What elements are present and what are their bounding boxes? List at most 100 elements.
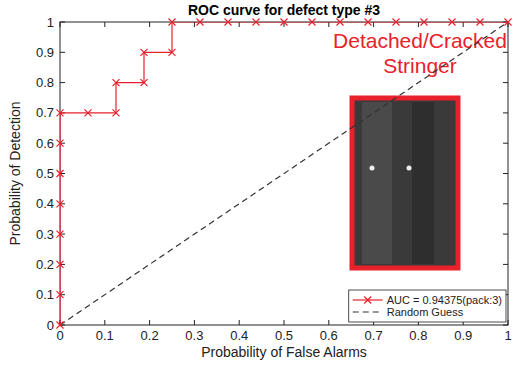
x-tick: [239, 320, 240, 325]
inset-shade: [412, 102, 434, 264]
marker: [309, 19, 316, 26]
marker: [169, 49, 176, 56]
y-tick-label: 0.4: [36, 196, 54, 211]
y-tick: [503, 173, 508, 174]
x-tick: [463, 22, 464, 27]
x-tick: [104, 22, 105, 27]
marker: [365, 19, 372, 26]
x-tick: [328, 22, 329, 27]
x-tick-label: 0.3: [185, 328, 203, 343]
x-axis-label: Probability of False Alarms: [201, 344, 367, 360]
x-tick: [149, 22, 150, 27]
x-tick-label: 1: [504, 328, 511, 343]
inset-frame: [352, 98, 458, 268]
plot-frame: [60, 22, 508, 325]
annotation-line: Detached/Cracked: [333, 29, 507, 52]
marker: [85, 109, 92, 116]
x-tick: [328, 320, 329, 325]
marker: [421, 19, 428, 26]
x-tick-label: 0.2: [141, 328, 159, 343]
x-tick-label: 0.7: [365, 328, 383, 343]
marker: [57, 322, 64, 329]
marker: [57, 170, 64, 177]
series-line: [60, 22, 508, 325]
x-tick: [239, 22, 240, 27]
y-tick: [503, 264, 508, 265]
x-tick-label: 0.4: [230, 328, 248, 343]
lines: [60, 22, 508, 325]
legend-swatch: [353, 311, 383, 312]
x-tick-label: 0.9: [454, 328, 472, 343]
legend: AUC = 0.94375(pack:3)Random Guess: [349, 290, 506, 322]
marker: [57, 231, 64, 238]
markers: [57, 19, 512, 329]
title: ROC curve for defect type #3: [188, 2, 380, 18]
y-tick: [503, 82, 508, 83]
y-tick: [503, 234, 508, 235]
legend-label: AUC = 0.94375(pack:3): [387, 294, 502, 306]
x-tick: [149, 320, 150, 325]
marker: [225, 19, 232, 26]
y-tick-label: 0.2: [36, 257, 54, 272]
marker: [393, 19, 400, 26]
marker: [281, 19, 288, 26]
x-tick: [104, 320, 105, 325]
y-tick: [503, 112, 508, 113]
y-tick-label: 0.1: [36, 287, 54, 302]
marker: [505, 19, 512, 26]
x-tick-label: 0.1: [96, 328, 114, 343]
y-tick-label: 0.3: [36, 227, 54, 242]
y-tick-label: 0.9: [36, 45, 54, 60]
marker: [449, 19, 456, 26]
x-tick: [284, 320, 285, 325]
x-tick: [194, 320, 195, 325]
y-tick: [503, 143, 508, 144]
legend-label: Random Guess: [387, 306, 464, 318]
marker: [113, 109, 120, 116]
marker: [169, 19, 176, 26]
marker: [57, 109, 64, 116]
y-tick-label: 0.5: [36, 166, 54, 181]
marker: [477, 19, 484, 26]
marker: [113, 79, 120, 86]
y-tick: [60, 22, 65, 23]
y-tick: [503, 325, 508, 326]
y-tick: [503, 203, 508, 204]
marker: [57, 291, 64, 298]
marker: [141, 79, 148, 86]
inset-photo: [352, 98, 458, 268]
x-tick-label: 0.6: [320, 328, 338, 343]
y-axis-label: Probability of Detection: [7, 102, 23, 246]
x-tick: [194, 22, 195, 27]
legend-marker: [364, 297, 371, 304]
x-tick-label: 0: [56, 328, 63, 343]
inset-dot: [407, 166, 412, 171]
annotation: Detached/CrackedStringer: [333, 29, 507, 77]
annotation-line: Stringer: [383, 54, 457, 77]
x-tick-label: 0.8: [409, 328, 427, 343]
y-tick: [60, 82, 65, 83]
marker: [197, 19, 204, 26]
marker: [57, 200, 64, 207]
chart-container: ROC curve for defect type #3 0 0.1 0.2 0.3 0.…: [0, 0, 528, 369]
x-tick: [373, 22, 374, 27]
x-tick: [60, 22, 61, 27]
y-tick-label: 1: [47, 15, 54, 30]
inset-dot: [370, 166, 375, 171]
series-line: [60, 22, 508, 325]
y-tick-label: 0: [47, 318, 54, 333]
marker: [253, 19, 260, 26]
marker: [57, 261, 64, 268]
x-tick: [418, 22, 419, 27]
marker: [57, 140, 64, 147]
x-tick-label: 0.5: [275, 328, 293, 343]
marker: [141, 49, 148, 56]
legend-box: [349, 290, 506, 322]
inset-shade: [362, 102, 392, 264]
y-tick: [60, 52, 65, 53]
y-tick-label: 0.6: [36, 136, 54, 151]
y-tick-label: 0.8: [36, 75, 54, 90]
y-tick-label: 0.7: [36, 105, 54, 120]
x-tick: [508, 320, 509, 325]
marker: [337, 19, 344, 26]
